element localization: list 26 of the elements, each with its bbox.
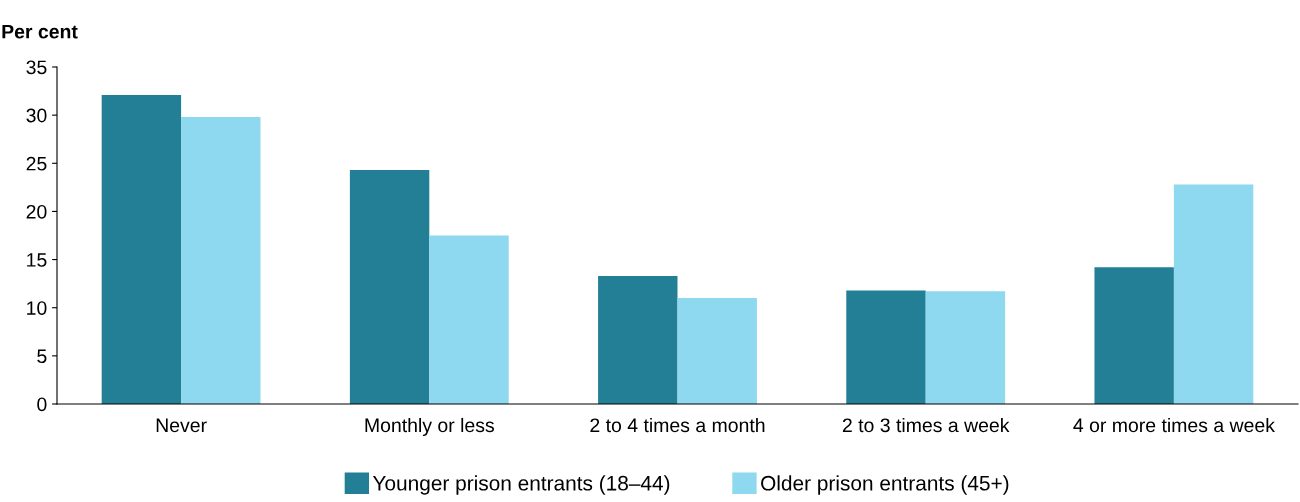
bar [925,291,1006,404]
y-tick-label: 5 [37,349,47,364]
bar [846,290,926,404]
y-tick-label: 10 [27,301,47,315]
legend-label: Younger prison entrants (18–44) [372,475,670,495]
legend-label: Older prison entrants (45+) [761,475,1009,495]
bar [1094,267,1174,404]
x-tick-label: Never [156,418,207,433]
bar [677,298,757,404]
x-tick-label: Monthly or less [365,417,494,437]
y-tick-label: 15 [27,253,47,267]
x-tick-label: 2 to 3 times a week [842,417,1010,433]
x-tick-label: 4 or more times a week [1073,417,1275,433]
y-tick-label: 35 [26,60,47,75]
bar [429,235,509,404]
bar [101,94,182,404]
bar [598,275,678,404]
y-tick-label: 20 [26,204,47,219]
x-tick-label: 2 to 4 times a month [590,417,765,433]
bar [1173,184,1254,404]
y-axis-title: Per cent [2,24,78,39]
bar [349,170,430,404]
y-tick-label: 0 [37,397,47,412]
bar [181,117,261,404]
y-tick-label: 30 [26,108,47,123]
y-tick-label: 25 [26,156,47,171]
